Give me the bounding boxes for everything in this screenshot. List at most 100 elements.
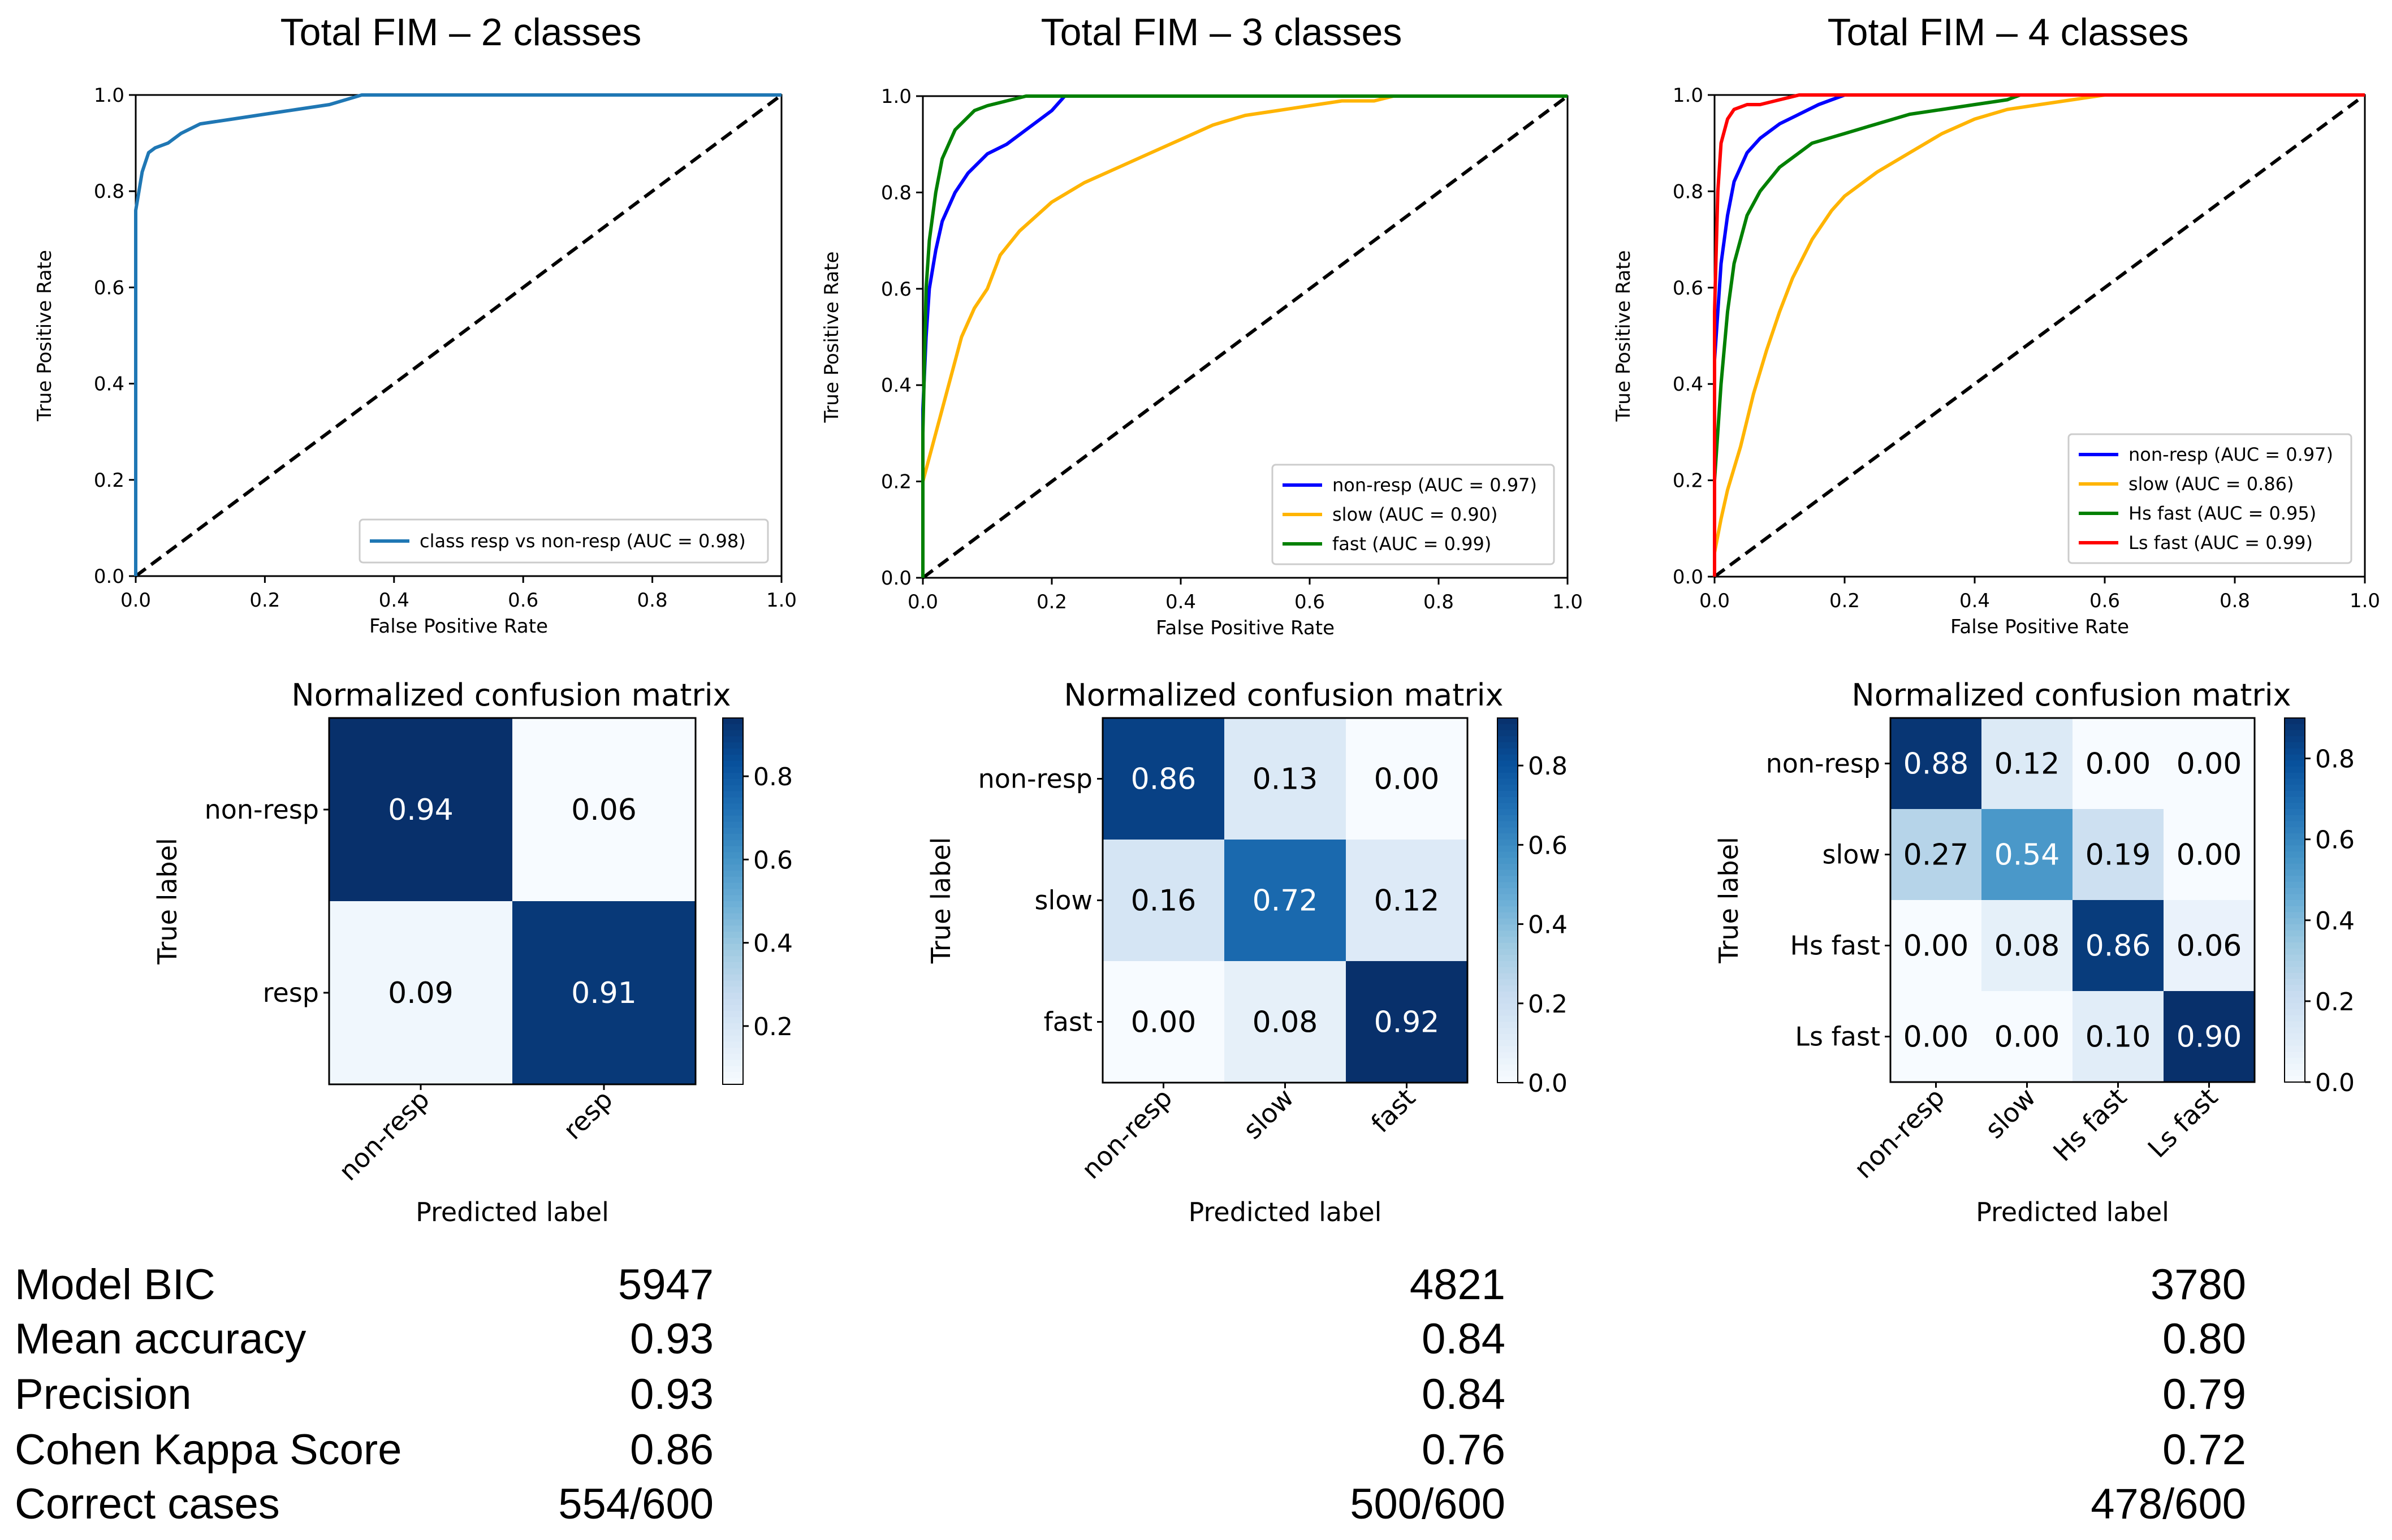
colorbar-segment [2285, 760, 2305, 767]
colorbar-segment [2285, 972, 2305, 980]
colorbar-segment [2285, 1015, 2305, 1022]
colorbar-segment [2285, 1033, 2305, 1040]
colorbar-segment [2285, 766, 2305, 773]
cell-value-label: 0.86 [1131, 763, 1197, 797]
colorbar-segment [1497, 912, 1518, 919]
colorbar-segment [1497, 815, 1518, 822]
colorbar-tick-label: 0.2 [753, 1013, 793, 1041]
colorbar-segment [1497, 858, 1518, 864]
roc-curve-series-2 [921, 94, 1568, 578]
x-tick-label: 1.0 [2350, 590, 2380, 612]
cell-value-label: 0.12 [1994, 747, 2060, 781]
colorbar-segment [723, 932, 743, 938]
legend-box [2067, 433, 2352, 564]
colorbar-segment [2285, 845, 2305, 852]
colorbar-segment [723, 1023, 743, 1030]
colorbar-segment [723, 736, 743, 743]
colorbar-segment [2285, 778, 2305, 785]
colorbar-segment [1497, 997, 1518, 1004]
y-tick-label: 0.0 [881, 567, 912, 590]
cell-value-label: 0.10 [2086, 1020, 2151, 1054]
colorbar-segment [1497, 900, 1518, 907]
colorbar-segment [2285, 900, 2305, 907]
roc-panel-3-classes: Total FIM – 3 classes 0.0 0.2 0.4 0.6 0.8 1.0 0… [821, 11, 1583, 639]
colorbar-segment [1497, 827, 1518, 834]
stat-value-2-classes: 0.86 [630, 1426, 714, 1474]
colorbar-segment [2285, 1003, 2305, 1010]
colorbar-segment [1497, 949, 1518, 955]
legend-entry: non-resp (AUC = 0.97) [2128, 444, 2333, 465]
colorbar-segment [1497, 924, 1518, 931]
colorbar-segment [2285, 876, 2305, 883]
colorbar-segment [1497, 1070, 1518, 1077]
true-label-tick: slow [1034, 885, 1093, 916]
colorbar-segment [1497, 1034, 1518, 1041]
stat-row-mean-accuracy: Mean accuracy 0.93 0.84 0.80 [0, 1312, 2392, 1366]
stat-label: Model BIC [15, 1261, 215, 1309]
matrix-cell [2164, 991, 2255, 1083]
predicted-label-tick: slow [1237, 1083, 1300, 1145]
colorbar-segment [1497, 1076, 1518, 1083]
stat-value-4-classes: 0.79 [2162, 1370, 2246, 1418]
colorbar-segment [2285, 748, 2305, 755]
x-tick-label: 0.2 [1037, 591, 1067, 613]
colorbar-segment [2285, 1058, 2305, 1065]
cell-value-label: 0.54 [1994, 838, 2060, 872]
colorbar-segment [723, 1054, 743, 1061]
colorbar-segment [723, 1011, 743, 1018]
predicted-label-tick: Hs fast [2047, 1082, 2132, 1167]
colorbar-segment [723, 785, 743, 792]
colorbar-segment [723, 883, 743, 889]
colorbar-segment [723, 913, 743, 920]
matrix-cell [2073, 991, 2164, 1083]
cell-value-label: 0.27 [1903, 838, 1969, 872]
cell-value-label: 0.72 [1253, 884, 1318, 918]
cell-value-label: 0.00 [2177, 747, 2242, 781]
true-label-tick: non-resp [978, 764, 1093, 794]
colorbar-segment [1497, 1003, 1518, 1010]
colorbar-segment [723, 730, 743, 737]
colorbar-segment [723, 1078, 743, 1085]
colorbar-tick-label: 0.6 [753, 846, 793, 875]
roc-title: Total FIM – 3 classes [1041, 11, 1402, 54]
cell-value-label: 0.90 [2177, 1020, 2242, 1054]
matrix-cell [1890, 900, 1982, 992]
colorbar-segment [723, 749, 743, 755]
stat-value-4-classes: 0.80 [2162, 1315, 2246, 1363]
colorbar-segment [1497, 1015, 1518, 1023]
colorbar-segment [1497, 754, 1518, 761]
roc-panel-2-classes: Total FIM – 2 classes 0.0 0.2 0.4 0.6 0.8 1.0 0… [33, 11, 797, 638]
colorbar-segment [723, 773, 743, 780]
colorbar-segment [1497, 821, 1518, 828]
cell-value-label: 0.91 [571, 976, 637, 1010]
colorbar-segment [2285, 881, 2305, 889]
cell-value-label: 0.00 [2177, 838, 2242, 872]
colorbar-segment [723, 864, 743, 871]
colorbar-tick-label: 0.4 [2315, 907, 2355, 936]
x-tick-label: 1.0 [1552, 591, 1583, 613]
colorbar-segment [1497, 991, 1518, 998]
colorbar-segment [2285, 954, 2305, 961]
legend-entry: fast (AUC = 0.99) [1332, 533, 1491, 555]
colorbar-segment [1497, 942, 1518, 950]
stat-value-3-classes: 500/600 [1350, 1480, 1505, 1528]
colorbar-segment [2285, 754, 2305, 761]
colorbar-segment [2285, 894, 2305, 901]
colorbar-segment [723, 1017, 743, 1024]
colorbar-segment [723, 901, 743, 908]
x-axis-label: False Positive Rate [1950, 616, 2129, 638]
colorbar-segment [2285, 718, 2305, 725]
colorbar-segment [1497, 1040, 1518, 1047]
stat-value-3-classes: 0.76 [1422, 1426, 1505, 1474]
predicted-label-tick: non-resp [1076, 1083, 1178, 1185]
roc-panel-4-classes: Total FIM – 4 classes 0.0 0.2 0.4 0.6 0.8 1.0 0… [1612, 11, 2380, 638]
colorbar-segment [2285, 790, 2305, 798]
colorbar-segment [2285, 809, 2305, 816]
predicted-label-tick: fast [1365, 1083, 1421, 1139]
colorbar-tick-label: 0.8 [2315, 745, 2355, 774]
cell-value-label: 0.00 [1131, 1006, 1197, 1040]
x-tick-label: 0.8 [637, 589, 668, 612]
colorbar-tick-label: 0.4 [1528, 911, 1568, 940]
colorbar-segment [2285, 936, 2305, 943]
colorbar-segment [2285, 772, 2305, 779]
